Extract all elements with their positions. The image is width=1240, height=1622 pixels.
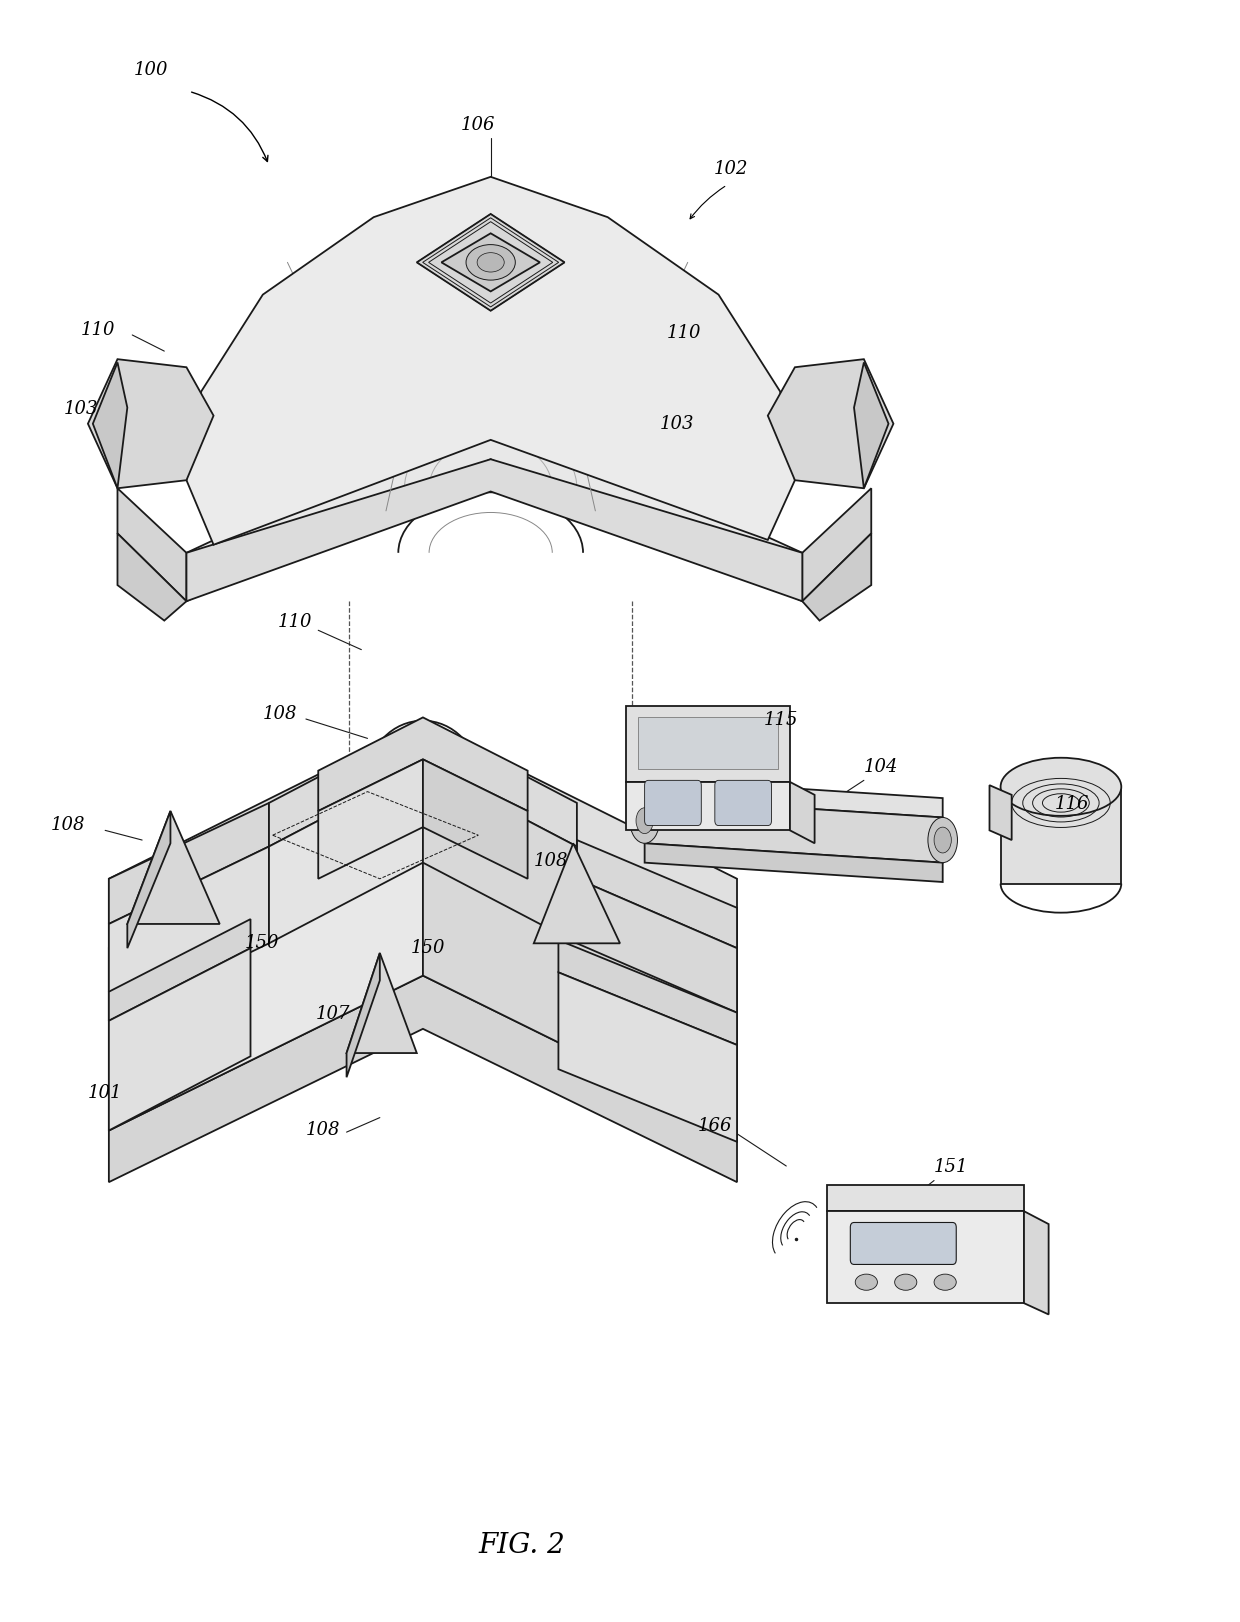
Polygon shape (790, 782, 815, 843)
Text: 108: 108 (263, 706, 298, 723)
Polygon shape (423, 792, 737, 1131)
Polygon shape (645, 779, 942, 817)
Polygon shape (109, 975, 737, 1182)
Text: 108: 108 (51, 816, 86, 834)
Polygon shape (109, 847, 269, 1020)
Polygon shape (186, 177, 795, 545)
Polygon shape (319, 759, 423, 879)
Polygon shape (533, 843, 620, 944)
Polygon shape (269, 766, 423, 944)
Text: 100: 100 (134, 62, 167, 79)
Polygon shape (109, 949, 250, 1131)
Polygon shape (269, 722, 577, 847)
Polygon shape (827, 1186, 1024, 1212)
Polygon shape (577, 840, 737, 949)
Polygon shape (1024, 1212, 1049, 1314)
Polygon shape (577, 879, 737, 1012)
Text: 107: 107 (316, 1006, 350, 1023)
Polygon shape (854, 362, 889, 488)
Polygon shape (417, 214, 564, 311)
Polygon shape (558, 972, 737, 1142)
Text: 116: 116 (1055, 795, 1089, 813)
Polygon shape (118, 488, 186, 602)
Polygon shape (626, 782, 790, 830)
Text: 108: 108 (533, 852, 568, 869)
Polygon shape (768, 358, 894, 488)
Text: 106: 106 (461, 117, 496, 135)
Text: 110: 110 (278, 613, 312, 631)
Polygon shape (802, 534, 872, 621)
Text: 101: 101 (88, 1083, 123, 1103)
Text: 150: 150 (244, 934, 279, 952)
Ellipse shape (856, 1275, 878, 1289)
Text: 102: 102 (713, 159, 748, 177)
Text: 151: 151 (934, 1158, 968, 1176)
Polygon shape (990, 785, 1012, 840)
Polygon shape (346, 954, 379, 1077)
Polygon shape (645, 798, 942, 863)
Ellipse shape (934, 1275, 956, 1289)
Polygon shape (109, 938, 128, 991)
Polygon shape (827, 1212, 1024, 1302)
Polygon shape (118, 534, 186, 621)
Ellipse shape (895, 1275, 916, 1289)
Polygon shape (186, 459, 802, 602)
Polygon shape (186, 410, 802, 602)
Polygon shape (128, 811, 219, 925)
Ellipse shape (630, 798, 660, 843)
Polygon shape (441, 234, 539, 292)
Text: 103: 103 (660, 415, 694, 433)
Ellipse shape (477, 253, 505, 272)
Text: 103: 103 (63, 401, 98, 418)
Polygon shape (645, 843, 942, 882)
Text: 110: 110 (81, 321, 115, 339)
Polygon shape (128, 811, 170, 949)
Ellipse shape (1001, 757, 1121, 816)
Polygon shape (626, 706, 790, 782)
Text: 110: 110 (667, 324, 702, 342)
FancyArrowPatch shape (191, 92, 268, 162)
Polygon shape (639, 717, 777, 769)
Text: 150: 150 (410, 939, 445, 957)
Polygon shape (109, 920, 250, 1020)
FancyBboxPatch shape (714, 780, 771, 826)
FancyBboxPatch shape (851, 1223, 956, 1265)
FancyArrowPatch shape (691, 187, 725, 219)
Polygon shape (109, 792, 423, 1131)
Ellipse shape (636, 808, 653, 834)
Text: FIG. 2: FIG. 2 (479, 1531, 565, 1559)
Polygon shape (319, 717, 528, 811)
Polygon shape (88, 358, 213, 488)
Ellipse shape (934, 827, 951, 853)
Polygon shape (93, 362, 128, 488)
Polygon shape (423, 759, 528, 879)
Text: 108: 108 (306, 1121, 341, 1139)
Text: 104: 104 (864, 757, 898, 777)
Polygon shape (109, 803, 269, 925)
Text: 166: 166 (698, 1116, 732, 1134)
Polygon shape (558, 941, 737, 1045)
Polygon shape (109, 722, 737, 949)
Polygon shape (346, 954, 417, 1053)
Ellipse shape (928, 817, 957, 863)
Ellipse shape (466, 245, 516, 281)
Polygon shape (802, 488, 872, 602)
FancyBboxPatch shape (645, 780, 702, 826)
Polygon shape (1001, 787, 1121, 884)
Polygon shape (423, 766, 577, 944)
Text: 115: 115 (764, 712, 799, 730)
